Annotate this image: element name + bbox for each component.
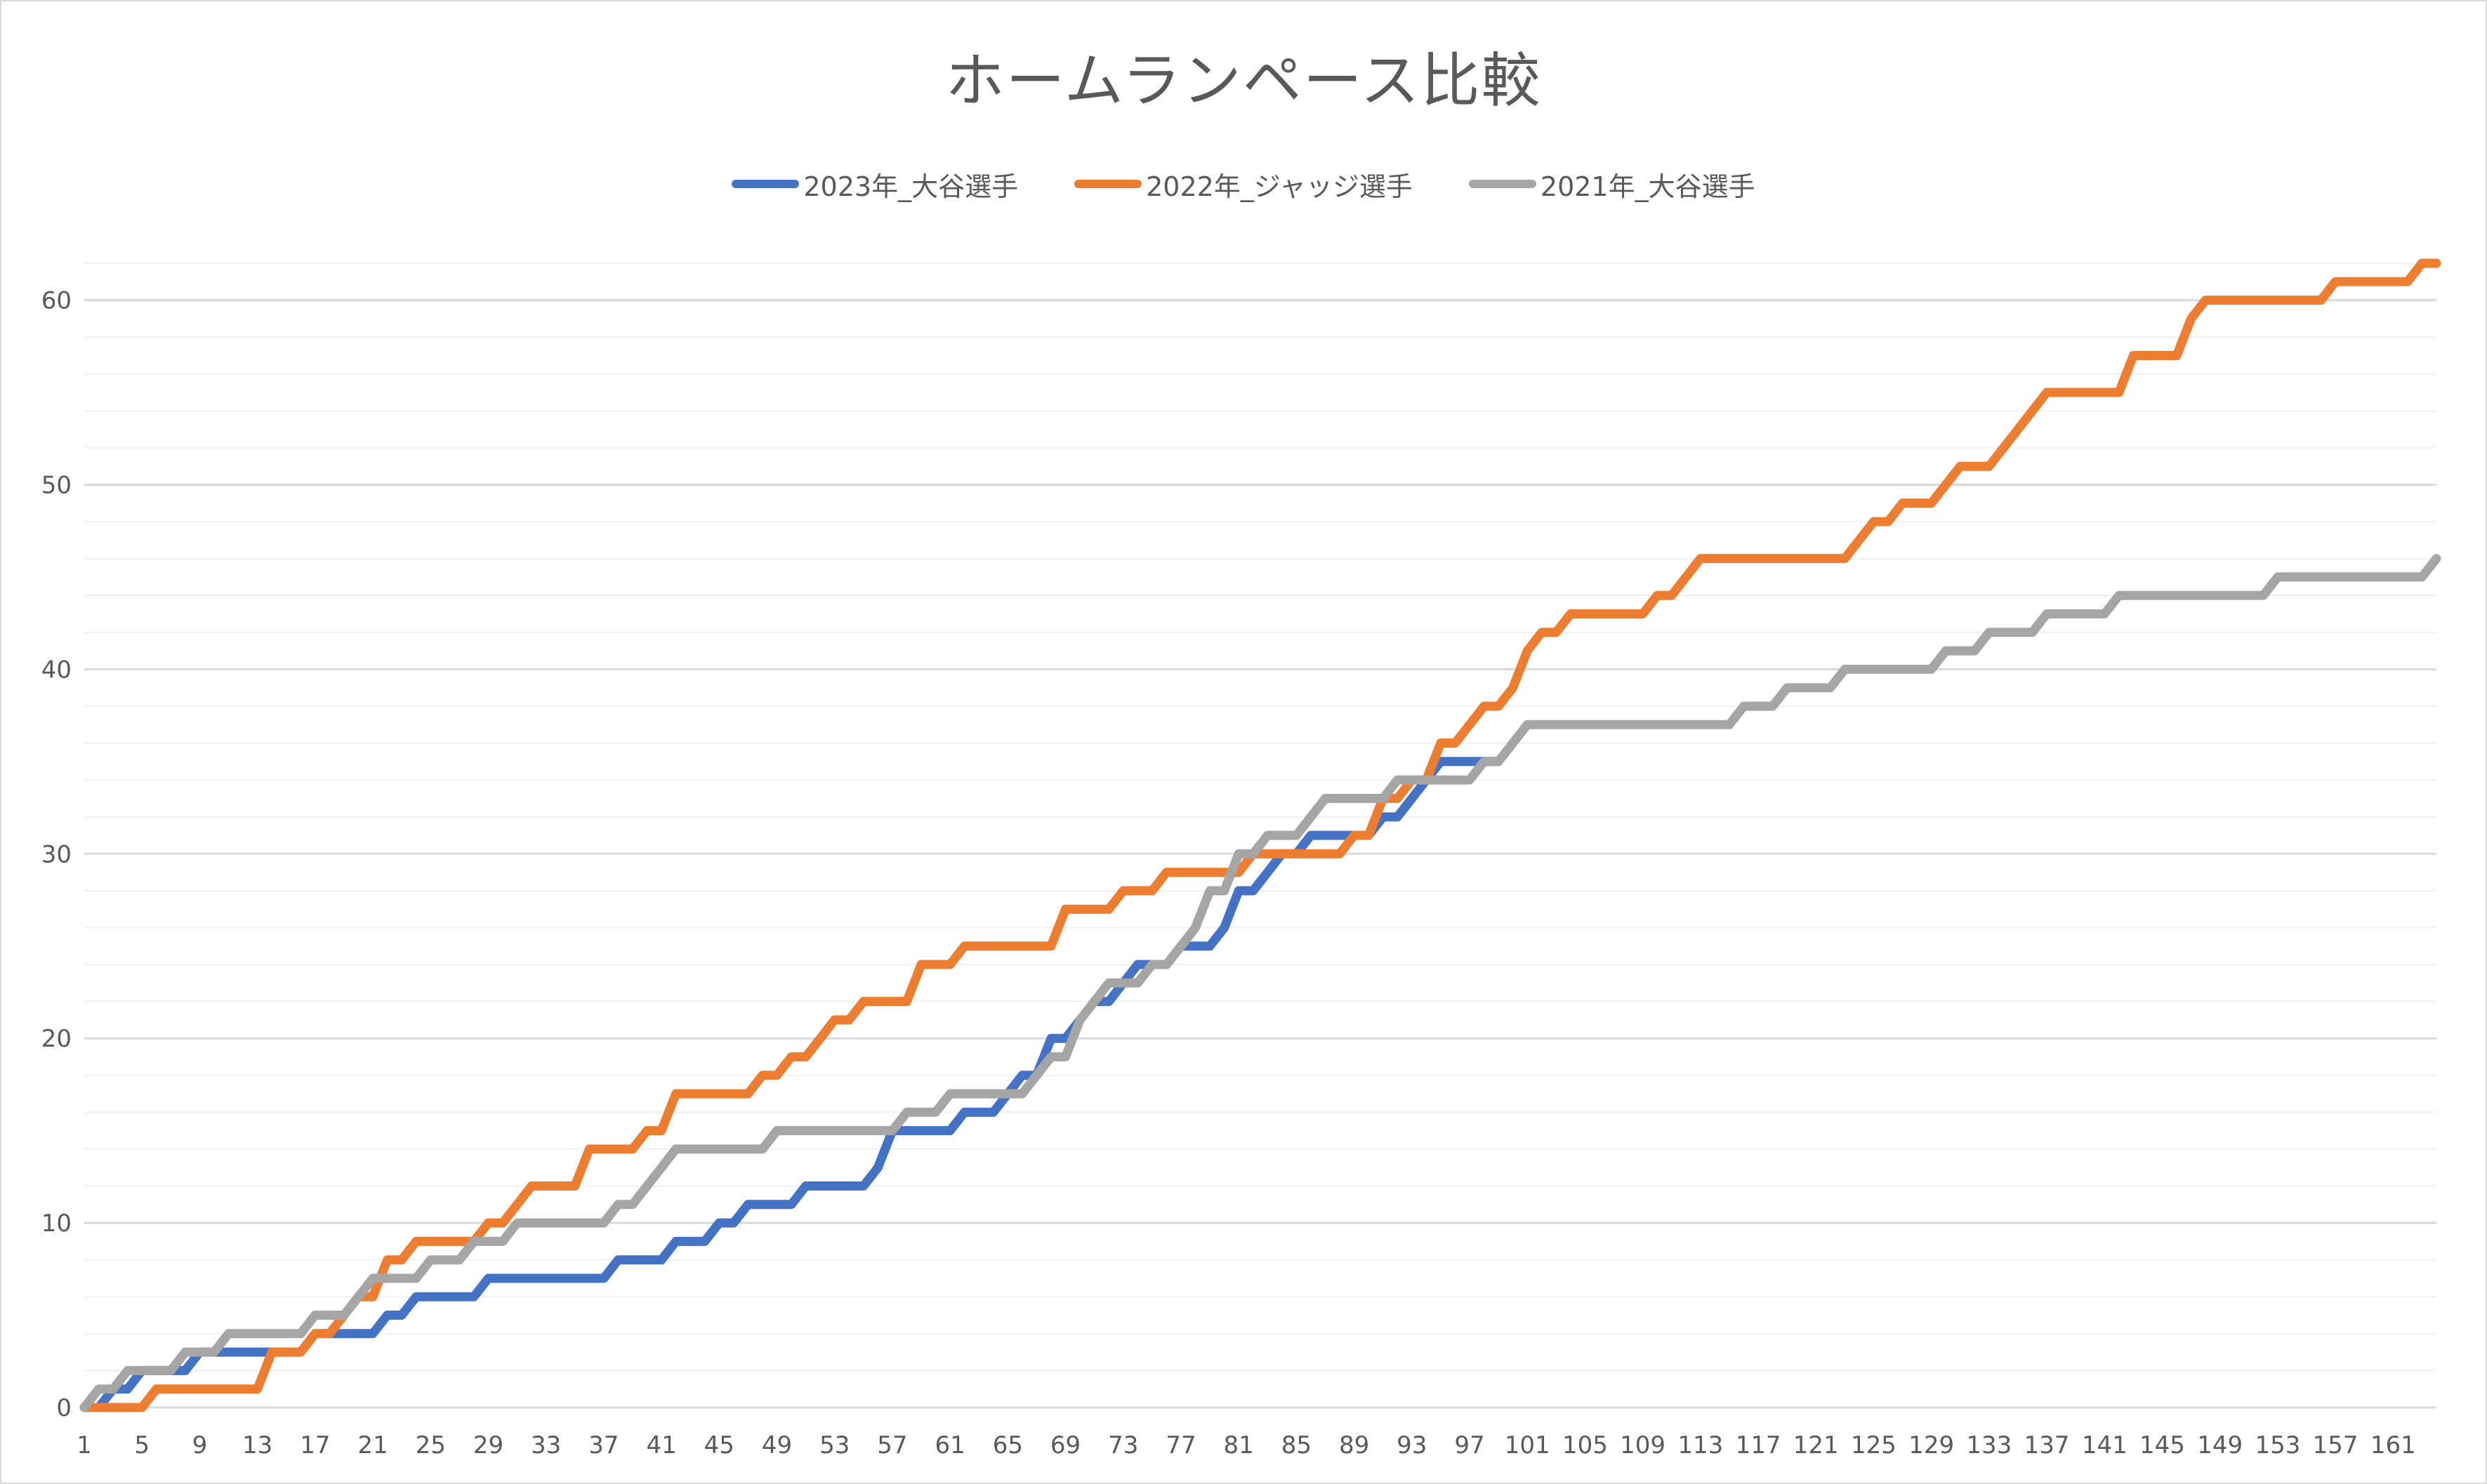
legend-swatch-2021 xyxy=(1468,180,1536,188)
x-tick-label: 13 xyxy=(242,1431,272,1459)
x-tick-label: 65 xyxy=(993,1431,1023,1459)
x-tick-label: 113 xyxy=(1677,1431,1723,1459)
x-tick-label: 121 xyxy=(1793,1431,1839,1459)
x-tick-label: 153 xyxy=(2255,1431,2300,1459)
x-tick-label: 109 xyxy=(1620,1431,1665,1459)
legend-swatch-2023 xyxy=(732,180,800,188)
x-tick-label: 125 xyxy=(1851,1431,1896,1459)
x-tick-label: 141 xyxy=(2082,1431,2128,1459)
x-tick-label: 129 xyxy=(1908,1431,1954,1459)
y-tick-label: 30 xyxy=(41,840,72,868)
y-tick-label: 40 xyxy=(41,656,72,684)
x-tick-label: 97 xyxy=(1454,1431,1484,1459)
legend-item-2023[interactable]: 2023年_大谷選手 xyxy=(732,165,1018,204)
x-tick-label: 17 xyxy=(300,1431,330,1459)
y-tick-label: 50 xyxy=(41,471,72,499)
x-tick-label: 57 xyxy=(877,1431,907,1459)
x-tick-label: 61 xyxy=(935,1431,965,1459)
x-tick-label: 81 xyxy=(1224,1431,1254,1459)
x-tick-label: 37 xyxy=(588,1431,619,1459)
x-tick-label: 45 xyxy=(704,1431,734,1459)
x-tick-label: 101 xyxy=(1505,1431,1550,1459)
x-tick-label: 25 xyxy=(416,1431,446,1459)
legend-label-2021: 2021年_大谷選手 xyxy=(1540,171,1755,202)
x-tick-label: 49 xyxy=(762,1431,792,1459)
x-tick-label: 93 xyxy=(1397,1431,1427,1459)
x-tick-label: 137 xyxy=(2024,1431,2070,1459)
x-tick-label: 145 xyxy=(2139,1431,2185,1459)
legend: 2023年_大谷選手 2022年_ジャッジ選手 2021年_大谷選手 xyxy=(0,163,2487,205)
y-tick-label: 20 xyxy=(41,1025,72,1053)
x-tick-label: 29 xyxy=(473,1431,503,1459)
y-tick-label: 0 xyxy=(56,1394,72,1422)
x-tick-label: 1 xyxy=(77,1431,92,1459)
legend-swatch-2022 xyxy=(1074,180,1142,188)
gridlines xyxy=(84,263,2436,1409)
x-tick-label: 161 xyxy=(2370,1431,2416,1459)
x-tick-label: 69 xyxy=(1050,1431,1081,1459)
x-tick-label: 53 xyxy=(819,1431,850,1459)
y-tick-label: 60 xyxy=(41,287,72,315)
x-tick-label: 117 xyxy=(1736,1431,1781,1459)
x-tick-label: 157 xyxy=(2313,1431,2359,1459)
legend-label-2022: 2022年_ジャッジ選手 xyxy=(1146,171,1413,202)
series-line-2[interactable] xyxy=(79,554,2441,1412)
x-tick-label: 77 xyxy=(1166,1431,1196,1459)
series-line-1[interactable] xyxy=(79,258,2441,1412)
x-tick-label: 149 xyxy=(2197,1431,2243,1459)
y-tick-label: 10 xyxy=(41,1210,72,1238)
legend-item-2022[interactable]: 2022年_ジャッジ選手 xyxy=(1074,165,1413,204)
chart-title: ホームランペース比較 xyxy=(945,46,1542,115)
x-tick-label: 33 xyxy=(531,1431,561,1459)
series-lines xyxy=(79,258,2441,1412)
x-tick-label: 73 xyxy=(1108,1431,1138,1459)
x-tick-label: 105 xyxy=(1562,1431,1608,1459)
y-axis-ticks: 0 10 20 30 40 50 60 xyxy=(41,287,72,1422)
x-tick-label: 89 xyxy=(1339,1431,1369,1459)
legend-label-2023: 2023年_大谷選手 xyxy=(803,171,1019,202)
legend-item-2021[interactable]: 2021年_大谷選手 xyxy=(1468,165,1755,204)
x-tick-label: 5 xyxy=(134,1431,150,1459)
x-tick-label: 9 xyxy=(192,1431,208,1459)
series-line-0[interactable] xyxy=(79,757,1503,1412)
x-tick-label: 41 xyxy=(646,1431,676,1459)
x-tick-label: 133 xyxy=(1966,1431,2012,1459)
x-axis-ticks: 1 5 9 13 17 21 25 29 33 37 41 45 49 53 57 61 65 69 73 77 81 8… xyxy=(77,1431,2416,1459)
x-tick-label: 21 xyxy=(357,1431,388,1459)
x-tick-label: 85 xyxy=(1281,1431,1312,1459)
